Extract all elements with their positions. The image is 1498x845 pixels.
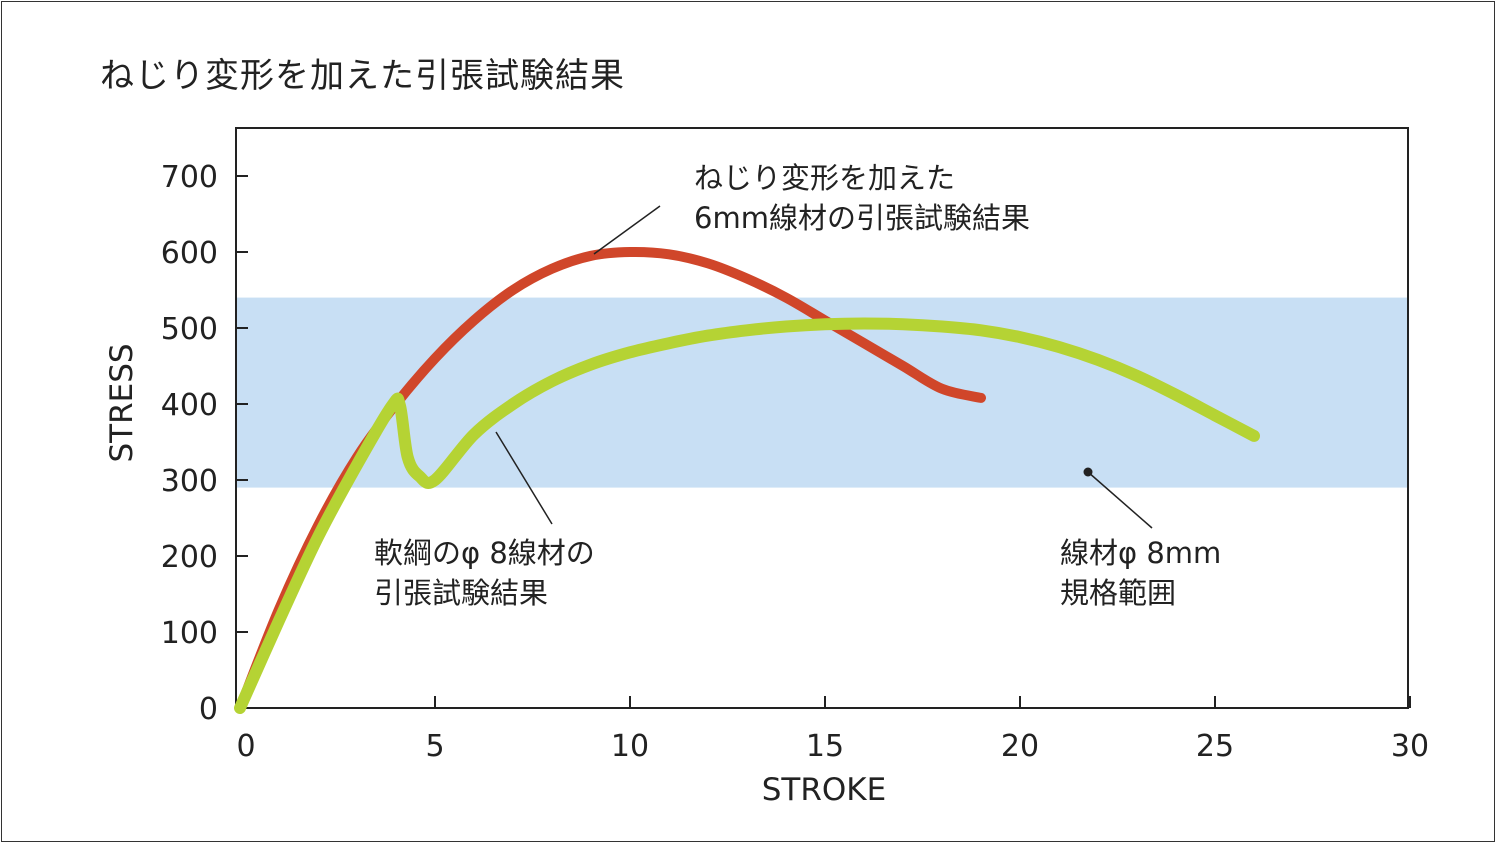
x-axis-ticks: 0 5 10 15 20 25 30 <box>236 696 1429 764</box>
plot-area-border <box>235 127 1409 709</box>
y-tick-label: 500 <box>161 312 218 347</box>
spec-band-label: 規格範囲 <box>1060 576 1176 610</box>
y-tick-label: 100 <box>161 616 218 651</box>
x-tick-label: 15 <box>806 729 844 764</box>
y-tick-label: 0 <box>199 692 218 727</box>
spec-band-leader-line <box>1087 471 1153 529</box>
x-tick-label: 0 <box>236 729 255 764</box>
mild-steel-8mm-series-line <box>234 317 1260 714</box>
y-tick-label: 200 <box>161 540 218 575</box>
x-tick-label: 10 <box>611 729 649 764</box>
mild-steel-series-label: 引張試験結果 <box>374 576 548 610</box>
x-tick-label: 30 <box>1391 729 1429 764</box>
twisted-series-leader-line <box>593 205 661 255</box>
y-axis-ticks: 0 100 200 300 400 500 600 700 <box>161 160 248 727</box>
spec-band-label: 線材φ 8mm <box>1060 536 1221 570</box>
y-axis-title: STRESS <box>104 343 140 462</box>
mild-steel-series-leader-line <box>495 431 553 525</box>
x-tick-label: 25 <box>1196 729 1234 764</box>
y-tick-label: 300 <box>161 464 218 499</box>
x-tick-label: 5 <box>425 729 444 764</box>
chart-title: ねじり変形を加えた引張試験結果 <box>100 56 625 96</box>
x-tick-label: 20 <box>1001 729 1039 764</box>
twisted-series-label: 6mm線材の引張試験結果 <box>694 201 1030 235</box>
twisted-series-label: ねじり変形を加えた <box>694 161 955 195</box>
mild-steel-series-label: 軟綱のφ 8線材の <box>374 536 595 570</box>
y-tick-label: 700 <box>161 160 218 195</box>
x-axis-title: STROKE <box>762 772 886 808</box>
y-tick-label: 600 <box>161 236 218 271</box>
series-lines <box>234 246 1260 714</box>
y-tick-label: 400 <box>161 388 218 423</box>
